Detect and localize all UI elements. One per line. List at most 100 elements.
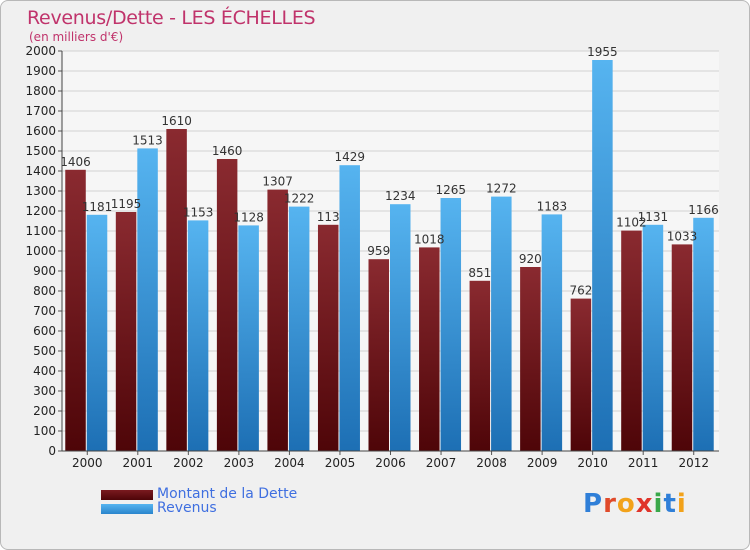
x-tick-label: 2010: [577, 456, 608, 470]
x-tick-label: 2007: [426, 456, 457, 470]
logo-letter: P: [583, 489, 604, 519]
y-tick-label: 1200: [25, 204, 56, 218]
bar-dette-2001: [115, 212, 137, 451]
x-tick-label: 2002: [173, 456, 204, 470]
data-label-dette: 1033: [667, 229, 698, 243]
bar-revenus-2009: [541, 214, 563, 451]
data-label-dette: 1406: [60, 155, 91, 169]
bar-dette-2011: [621, 230, 642, 451]
legend-label-revenus: Revenus: [157, 500, 217, 516]
bar-revenus-2007: [440, 198, 462, 451]
x-tick-label: 2003: [224, 456, 255, 470]
logo-letter: r: [603, 489, 617, 519]
y-tick-label: 200: [33, 404, 56, 418]
data-label-revenus: 1222: [284, 192, 315, 206]
bar-dette-2009: [520, 267, 541, 451]
y-tick-label: 0: [48, 444, 56, 458]
data-label-dette: 1018: [414, 232, 445, 246]
y-tick-label: 1700: [25, 104, 56, 118]
y-tick-label: 1600: [25, 124, 56, 138]
bar-revenus-2011: [642, 224, 664, 451]
data-label-revenus: 1265: [436, 183, 467, 197]
data-label-revenus: 1183: [537, 199, 568, 213]
data-label-dette: 920: [519, 252, 542, 266]
bar-dette-2006: [368, 259, 389, 451]
bar-dette-2004: [267, 189, 288, 451]
bar-revenus-2006: [390, 204, 411, 451]
x-tick-label: 2001: [123, 456, 154, 470]
data-label-dette: 113: [317, 210, 340, 224]
data-label-dette: 1102: [616, 216, 647, 230]
x-tick-label: 2005: [325, 456, 356, 470]
bar-revenus-2012: [693, 217, 714, 451]
data-label-dette: 762: [569, 284, 592, 298]
y-tick-label: 1500: [25, 144, 56, 158]
data-label-revenus: 1181: [82, 200, 113, 214]
y-tick-label: 900: [33, 264, 56, 278]
bar-revenus-2003: [238, 225, 259, 451]
bar-revenus-2010: [592, 60, 613, 451]
bars: [65, 60, 714, 452]
data-label-revenus: 1234: [385, 189, 416, 203]
data-label-revenus: 1153: [183, 205, 214, 219]
chart-subtitle: (en milliers d'€): [29, 30, 124, 44]
legend-label-dette: Montant de la Dette: [157, 486, 298, 502]
x-tick-label: 2000: [72, 456, 103, 470]
data-label-dette: 959: [367, 244, 390, 258]
bar-dette-2010: [570, 298, 592, 451]
y-tick-label: 600: [33, 324, 56, 338]
bar-dette-2000: [65, 169, 86, 452]
x-tick-label: 2011: [628, 456, 659, 470]
bar-revenus-2008: [491, 196, 512, 451]
logo-letter: t: [663, 489, 677, 519]
logo-letter: i: [676, 489, 687, 519]
bar-dette-2007: [419, 247, 440, 451]
x-tick-label: 2008: [476, 456, 507, 470]
x-tick-label: 2006: [375, 456, 406, 470]
x-axis-ticks: 2000 2001 2002 2003 2004 2005 2006 2007 2008 2009…: [72, 451, 709, 470]
y-tick-label: 1900: [25, 64, 56, 78]
data-label-revenus: 1272: [486, 182, 517, 196]
y-tick-label: 1800: [25, 84, 56, 98]
y-tick-label: 700: [33, 304, 56, 318]
data-label-revenus: 1429: [334, 150, 365, 164]
y-tick-label: 100: [33, 424, 56, 438]
y-tick-label: 400: [33, 364, 56, 378]
data-label-dette: 1307: [262, 175, 293, 189]
data-label-revenus: 1955: [587, 45, 618, 59]
bar-dette-2008: [469, 280, 491, 451]
data-label-revenus: 1131: [638, 210, 669, 224]
bar-dette-2005: [317, 224, 339, 451]
y-tick-label: 1300: [25, 184, 56, 198]
data-label-revenus: 1513: [132, 133, 163, 147]
logo-letter: x: [635, 489, 654, 519]
legend-swatch-dette: [101, 490, 153, 500]
proxiti-logo: Proxiti: [583, 489, 687, 519]
y-tick-label: 2000: [25, 44, 56, 58]
x-tick-label: 2009: [527, 456, 558, 470]
data-label-revenus: 1166: [688, 203, 719, 217]
logo-letter: o: [616, 489, 636, 519]
y-tick-label: 1100: [25, 224, 56, 238]
y-tick-label: 300: [33, 384, 56, 398]
bar-dette-2003: [216, 159, 238, 451]
y-tick-label: 1400: [25, 164, 56, 178]
x-tick-label: 2004: [274, 456, 305, 470]
y-tick-label: 800: [33, 284, 56, 298]
bar-revenus-2005: [339, 165, 360, 451]
bar-revenus-2001: [137, 148, 158, 451]
y-tick-label: 1000: [25, 244, 56, 258]
y-tick-label: 500: [33, 344, 56, 358]
logo-letter: i: [653, 489, 664, 519]
data-label-dette: 1195: [111, 197, 142, 211]
axes: [61, 51, 719, 452]
y-axis-ticks: 0 100 200 300 400 500 600 700 800 900 1000 1100 1200…: [25, 44, 62, 458]
data-label-dette: 1460: [212, 144, 243, 158]
chart-title: Revenus/Dette - LES ÉCHELLES: [27, 7, 316, 29]
data-label-revenus: 1128: [233, 210, 264, 224]
data-label-dette: 851: [468, 266, 491, 280]
data-label-dette: 1610: [161, 114, 192, 128]
